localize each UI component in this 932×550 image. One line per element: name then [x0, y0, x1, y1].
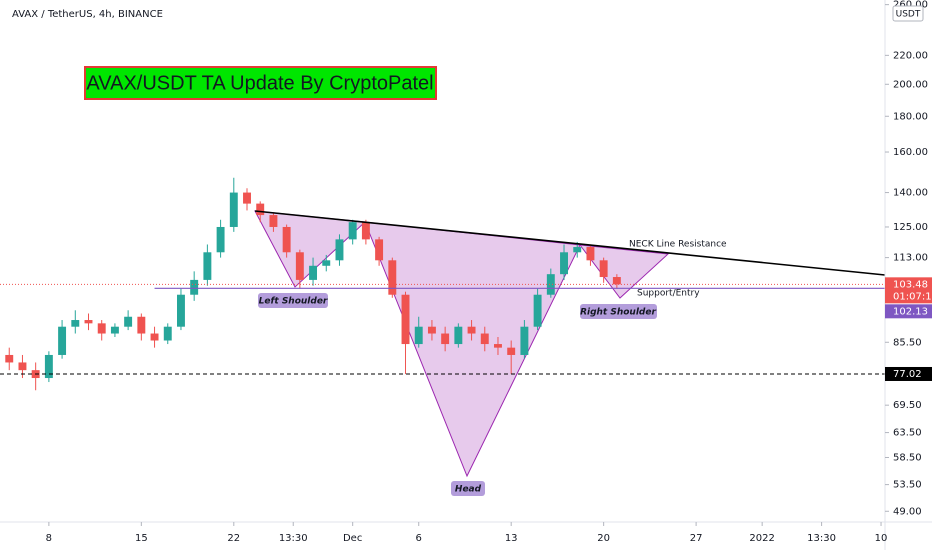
candle-body	[163, 326, 172, 341]
x-tick-label: 2022	[749, 533, 774, 544]
x-tick-label: 10	[875, 533, 888, 544]
y-tick-label: 69.50	[893, 400, 922, 411]
candle-body	[58, 326, 67, 355]
candle-body	[520, 326, 529, 355]
candle-body	[110, 326, 119, 334]
axes: 260.00 220.00 200.00 180.00 160.00 140.00 125.…	[46, 0, 932, 544]
candle-body	[480, 333, 489, 345]
candle-body	[295, 252, 304, 280]
countdown-label: 01:07:10	[893, 291, 932, 302]
y-tick-label: 140.00	[893, 188, 928, 199]
neck-line	[254, 210, 886, 276]
candle-body	[599, 260, 608, 278]
candle-body	[348, 222, 357, 240]
candle-body	[71, 320, 80, 327]
y-tick-label: 53.50	[893, 480, 922, 491]
x-tick-label: 6	[416, 533, 422, 544]
y-tick-label: 220.00	[893, 50, 928, 61]
candle-body	[361, 222, 370, 240]
currency: USDT	[896, 10, 921, 20]
level-box	[885, 366, 932, 381]
candle-body	[150, 333, 159, 341]
y-tick-label: 113.00	[893, 253, 928, 264]
currency-box	[892, 5, 924, 22]
candle-body	[203, 252, 212, 280]
candle-body	[84, 320, 93, 324]
candles	[0, 177, 885, 391]
candle-body	[586, 247, 595, 261]
left-label: Left Shoulder	[259, 297, 328, 307]
y-tick-label: 125.00	[893, 222, 928, 233]
x-tick-label: 8	[46, 533, 52, 544]
candle-body	[229, 192, 238, 227]
candle-body	[5, 354, 14, 363]
level-price-label: 77.02	[893, 369, 922, 380]
candle-body	[546, 274, 555, 295]
head-label: Head	[455, 485, 482, 495]
candle-body	[388, 260, 397, 295]
y-tick-label: 63.50	[893, 428, 922, 439]
x-tick-label: 13:30	[807, 533, 836, 544]
candle-body	[533, 294, 542, 327]
y-tick-label: 260.00	[893, 0, 928, 11]
candle-body	[177, 294, 185, 327]
candle-body	[612, 277, 621, 285]
candle-body	[401, 294, 410, 345]
support-box	[885, 304, 932, 319]
last-price-box	[885, 277, 932, 304]
candle-body	[427, 326, 436, 334]
y-tick-label: 58.50	[893, 452, 922, 463]
candle-body	[335, 239, 344, 261]
candle-body	[573, 247, 582, 253]
candle-body	[467, 326, 476, 334]
x-tick-label: 20	[597, 533, 610, 544]
candle-body	[494, 344, 502, 348]
x-tick-label: Dec	[343, 533, 362, 544]
chart-title: AVAX / TetherUS, 4h, BINANCE	[12, 9, 163, 20]
y-tick-label: 85.50	[893, 337, 922, 348]
candle-body	[124, 316, 133, 327]
head-tag	[451, 481, 485, 496]
y-tick-label: 180.00	[893, 111, 928, 122]
candle-body	[243, 192, 251, 204]
candle-body	[309, 265, 318, 280]
x-tick-label: 13	[505, 533, 518, 544]
y-tick-label: 49.00	[893, 506, 922, 517]
right-tag	[580, 304, 657, 319]
candle-body	[256, 203, 265, 216]
x-tick-label: 13:30	[279, 533, 308, 544]
left-tag	[258, 293, 328, 308]
candle-body	[137, 316, 146, 334]
support-price-label: 102.13	[893, 306, 928, 317]
y-tick-label: 160.00	[893, 147, 928, 158]
candle-body	[269, 215, 278, 227]
candle-body	[322, 260, 331, 266]
candle-body	[190, 279, 199, 295]
candle-body	[18, 362, 27, 371]
head-shape	[364, 221, 581, 478]
neck-label: NECK Line Resistance	[629, 240, 727, 250]
candle-body	[414, 326, 423, 345]
support-label: Support/Entry	[637, 289, 700, 299]
candle-body	[216, 226, 225, 253]
candle-body	[282, 226, 291, 253]
right-label: Right Shoulder	[580, 308, 656, 318]
y-tick-label: 200.00	[893, 79, 928, 90]
candle-body	[375, 239, 384, 261]
banner: AVAX/USDT TA Update By CryptoPatel	[86, 72, 433, 94]
candle-body	[560, 252, 568, 275]
candle-body	[454, 326, 463, 345]
x-tick-label: 15	[135, 533, 148, 544]
x-tick-label: 22	[227, 533, 240, 544]
last-price-label: 103.48	[893, 279, 928, 290]
candle-body	[97, 323, 106, 334]
x-tick-label: 27	[690, 533, 703, 544]
candle-body	[507, 347, 516, 355]
candle-body	[441, 333, 450, 345]
banner-box	[84, 66, 437, 100]
candle-body	[44, 354, 53, 379]
